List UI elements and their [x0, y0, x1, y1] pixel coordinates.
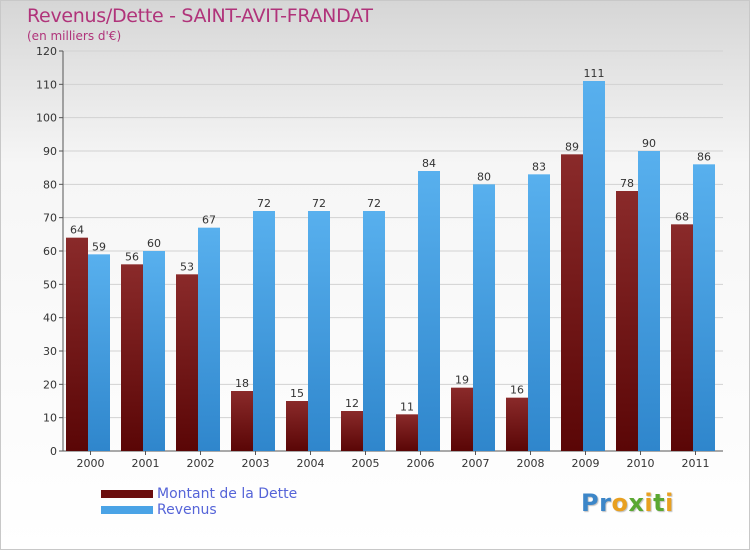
bar-dette: [231, 391, 253, 451]
bar-revenus: [308, 211, 330, 451]
legend-swatch-revenus: [101, 506, 153, 514]
data-label: 12: [345, 397, 359, 410]
data-label: 16: [510, 384, 524, 397]
logo-letter: i: [665, 489, 674, 517]
data-label: 68: [675, 210, 689, 223]
bar-revenus: [528, 174, 550, 452]
bar-revenus: [363, 211, 385, 451]
data-label: 84: [422, 157, 436, 170]
logo-letter: t: [653, 489, 666, 517]
bar-dette: [341, 411, 363, 451]
logo-letter: x: [628, 489, 645, 517]
chart-title: Revenus/Dette - SAINT-AVIT-FRANDAT: [27, 5, 373, 27]
axes: 0 10 20 30 40 50 60 70 80 90 100 110 120 2000 2001 2002…: [36, 45, 723, 470]
logo-letter: P: [581, 489, 600, 517]
legend-label-debt: Montant de la Dette: [157, 486, 298, 502]
data-label: 53: [180, 260, 194, 273]
grid-lines: [63, 50, 723, 452]
bar-revenus: [198, 227, 220, 451]
data-label: 59: [92, 240, 106, 253]
bar-revenus: [638, 151, 660, 451]
y-tick-label: 80: [43, 178, 57, 191]
bar-dette: [616, 191, 638, 451]
y-tick-label: 70: [43, 212, 57, 225]
data-label: 90: [642, 137, 656, 150]
logo-letter: i: [644, 489, 654, 517]
legend-label-revenus: Revenus: [157, 502, 217, 518]
data-label: 72: [367, 197, 381, 210]
data-label: 19: [455, 374, 469, 387]
bar-revenus: [143, 251, 165, 451]
x-tick-label: 2002: [187, 457, 215, 470]
data-label: 72: [257, 197, 271, 210]
bar-dette: [451, 387, 473, 451]
bar-revenus: [473, 184, 495, 452]
bar-revenus: [693, 164, 715, 452]
x-tick-label: 2011: [682, 457, 710, 470]
y-tick-label: 110: [36, 78, 57, 91]
data-label: 72: [312, 197, 326, 210]
x-tick-label: 2008: [517, 457, 545, 470]
data-label: 111: [584, 67, 605, 80]
data-label: 78: [620, 177, 634, 190]
bar-revenus: [583, 81, 605, 451]
bar-revenus: [253, 211, 275, 451]
y-tick-label: 30: [43, 345, 57, 358]
chart-subtitle: (en milliers d'€): [27, 29, 122, 43]
y-tick-label: 90: [43, 145, 57, 158]
bar-dette: [121, 264, 143, 451]
x-tick-label: 2006: [407, 457, 435, 470]
bars: [66, 81, 715, 452]
bar-dette: [286, 401, 308, 451]
x-tick-label: 2007: [462, 457, 490, 470]
y-tick-label: 0: [50, 445, 57, 458]
data-label: 56: [125, 250, 139, 263]
bar-dette: [506, 397, 528, 451]
bar-revenus: [88, 254, 110, 451]
data-label: 60: [147, 237, 161, 250]
bar-dette: [561, 154, 583, 452]
logo-letter: o: [611, 489, 629, 517]
x-tick-label: 2004: [297, 457, 325, 470]
x-tick-label: 2005: [352, 457, 380, 470]
x-tick-label: 2010: [627, 457, 655, 470]
data-label: 89: [565, 140, 579, 153]
data-label: 11: [400, 400, 414, 413]
bar-dette: [176, 274, 198, 451]
y-tick-label: 20: [43, 378, 57, 391]
x-tick-label: 2003: [242, 457, 270, 470]
data-label: 64: [70, 224, 84, 237]
y-tick-label: 40: [43, 312, 57, 325]
data-labels: 64 59 56 60 53 67 18 72 15 72 12 72 11 84 19 80 16 83 89 11…: [70, 67, 711, 413]
y-tick-label: 50: [43, 278, 57, 291]
logo-letter: r: [599, 489, 612, 517]
bar-revenus: [418, 171, 440, 451]
data-label: 86: [697, 150, 711, 163]
data-label: 67: [202, 214, 216, 227]
data-label: 83: [532, 160, 546, 173]
y-tick-label: 10: [43, 412, 57, 425]
bar-dette: [66, 237, 88, 451]
y-tick-label: 60: [43, 245, 57, 258]
bar-dette: [396, 414, 418, 451]
x-tick-label: 2001: [132, 457, 160, 470]
data-label: 15: [290, 387, 304, 400]
data-label: 80: [477, 170, 491, 183]
y-tick-label: 100: [36, 112, 57, 125]
y-tick-label: 120: [36, 45, 57, 58]
x-tick-label: 2009: [572, 457, 600, 470]
proxiti-logo: Proxiti: [581, 489, 674, 517]
data-label: 18: [235, 377, 249, 390]
legend-swatch-debt: [101, 490, 153, 498]
x-tick-label: 2000: [77, 457, 105, 470]
bar-dette: [671, 224, 693, 451]
